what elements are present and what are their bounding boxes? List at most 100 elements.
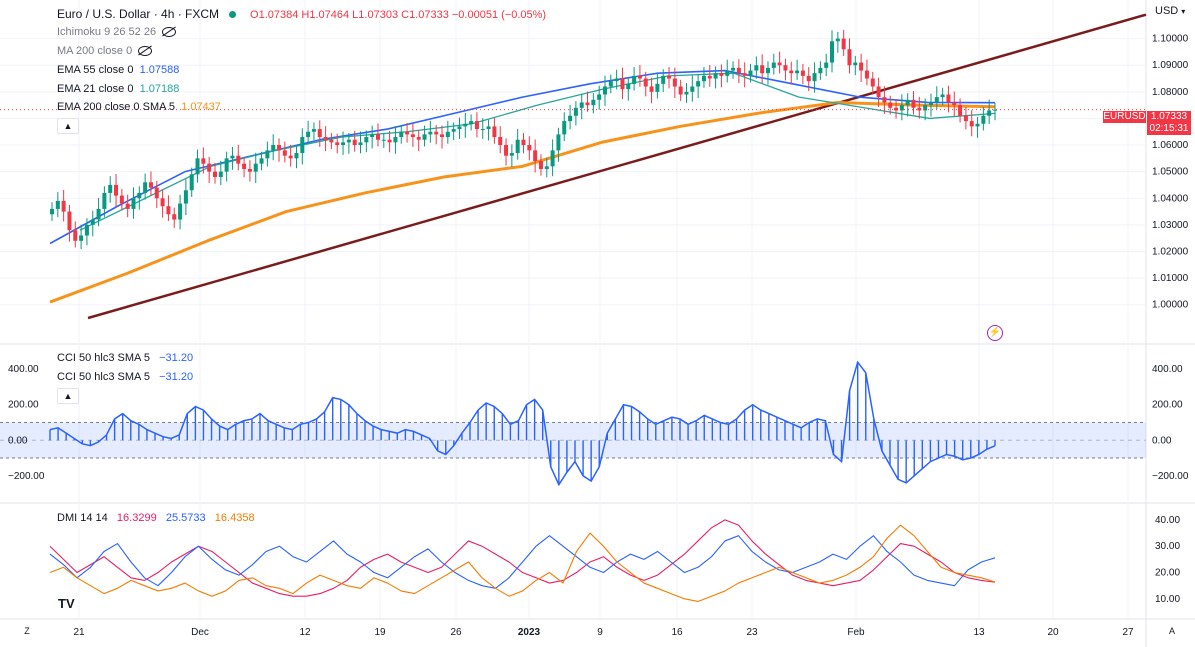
last-price-tag: 1.07333 02:15:31 <box>1147 111 1191 135</box>
hidden-eye-icon[interactable] <box>162 27 177 38</box>
candle-body <box>789 70 794 74</box>
ma200-label: MA 200 close 0 <box>57 45 133 57</box>
candle-body <box>492 126 497 138</box>
candle-body <box>277 145 282 151</box>
candle-body <box>306 131 311 138</box>
candle-body <box>527 145 532 151</box>
collapse-legend-button[interactable]: ▲ <box>57 118 79 134</box>
auto-scale-button[interactable]: A <box>1168 626 1175 636</box>
cci-tick-label: 0.00 <box>1152 435 1172 446</box>
candle-body <box>713 73 718 79</box>
candle-body <box>73 230 78 241</box>
candle-body <box>282 150 287 156</box>
cci-tick-label: 400.00 <box>1152 364 1183 375</box>
price-tick-label: 1.06000 <box>1152 140 1189 151</box>
candle-body <box>812 73 817 82</box>
candle-body <box>172 214 177 220</box>
time-tick-label: 23 <box>746 627 758 638</box>
candle-body <box>725 70 730 76</box>
candle-body <box>288 155 293 159</box>
cci-label: CCI 50 hlc3 SMA 5 <box>57 352 150 364</box>
candle-body <box>370 134 375 138</box>
chevron-down-icon: ▾ <box>1181 7 1186 16</box>
time-tick-label: 21 <box>73 627 85 638</box>
lightning-icon[interactable]: ⚡ <box>987 325 1003 341</box>
candle-body <box>573 107 578 116</box>
candle-body <box>440 134 445 138</box>
candle-body <box>108 184 113 193</box>
candle-body <box>672 78 677 87</box>
price-tick-label: 1.02000 <box>1152 246 1189 257</box>
symbol-tag: EURUSD <box>1103 111 1146 123</box>
candle-body <box>474 121 479 130</box>
cci-legend-1[interactable]: CCI 50 hlc3 SMA 5 −31.20 <box>57 351 193 365</box>
candle-body <box>800 70 805 76</box>
last-price: 1.07333 <box>1150 111 1188 122</box>
price-tick-label: 1.09000 <box>1152 60 1189 71</box>
ema200-label: EMA 200 close 0 SMA 5 <box>57 101 176 113</box>
time-tick-label: 12 <box>299 627 311 638</box>
candle-body <box>84 224 89 236</box>
candle-body <box>667 75 672 79</box>
candle-body <box>701 75 706 82</box>
candle-body <box>183 190 188 204</box>
candle-body <box>300 137 305 154</box>
dmi-legend[interactable]: DMI 14 14 16.3299 25.5733 16.4358 <box>57 511 255 525</box>
time-tick-label: Dec <box>191 627 209 638</box>
ohlc-values: O1.07384 H1.07464 L1.07303 C1.07333 −0.0… <box>250 9 547 21</box>
candle-body <box>160 198 165 207</box>
ema200-legend[interactable]: EMA 200 close 0 SMA 5 1.07437 <box>57 100 221 114</box>
candle-body <box>597 94 602 100</box>
candle-body <box>917 107 922 111</box>
collapse-cci-legend-button[interactable]: ▲ <box>57 388 79 404</box>
ema55-legend[interactable]: EMA 55 close 0 1.07588 <box>57 63 179 77</box>
candle-body <box>934 97 939 103</box>
candle-body <box>608 81 613 87</box>
candle-body <box>201 158 206 164</box>
candle-body <box>90 219 95 225</box>
candle-body <box>969 121 974 127</box>
candle-body <box>911 99 916 108</box>
candle-body <box>859 62 864 71</box>
candle-body <box>323 137 328 140</box>
price-tick-label: 1.03000 <box>1152 220 1189 231</box>
price-tick-label: 1.05000 <box>1152 167 1189 178</box>
time-tick-label: Feb <box>847 627 865 638</box>
currency-dropdown[interactable]: USD ▾ <box>1155 4 1185 19</box>
candle-body <box>50 208 54 215</box>
candle-body <box>405 131 410 135</box>
candle-body <box>509 153 514 156</box>
plus-di-value: 16.3299 <box>116 512 157 524</box>
candle-body <box>888 102 893 108</box>
ema21-label: EMA 21 close 0 <box>57 83 134 95</box>
candle-body <box>905 99 910 106</box>
cci-legend-2[interactable]: CCI 50 hlc3 SMA 5 −31.20 <box>57 370 193 384</box>
candle-body <box>242 163 247 169</box>
candle-body <box>649 86 654 92</box>
candle-body <box>562 121 567 135</box>
candle-body <box>137 192 142 199</box>
candle-body <box>504 145 509 156</box>
candle-body <box>67 211 72 231</box>
candle-body <box>154 187 159 199</box>
time-tick-label: 2023 <box>518 627 541 638</box>
candle-body <box>387 139 392 143</box>
candle-body <box>189 174 194 191</box>
candle-body <box>311 129 316 132</box>
hidden-eye-icon[interactable] <box>138 46 153 57</box>
trendline <box>87 13 1147 320</box>
candle-body <box>486 126 491 130</box>
ma200-legend[interactable]: MA 200 close 0 <box>57 44 153 58</box>
candle-body <box>364 137 369 143</box>
candle-body <box>556 134 561 151</box>
ema21-legend[interactable]: EMA 21 close 0 1.07188 <box>57 82 179 96</box>
candle-body <box>236 155 241 164</box>
time-tick-label: 16 <box>671 627 683 638</box>
candle-body <box>259 158 264 164</box>
tradingview-logo[interactable]: TV <box>58 596 75 611</box>
currency-label: USD <box>1155 5 1179 17</box>
ichimoku-legend[interactable]: Ichimoku 9 26 52 26 <box>57 25 177 39</box>
candle-body <box>568 115 573 122</box>
time-zoom-button[interactable]: Z <box>24 626 30 636</box>
